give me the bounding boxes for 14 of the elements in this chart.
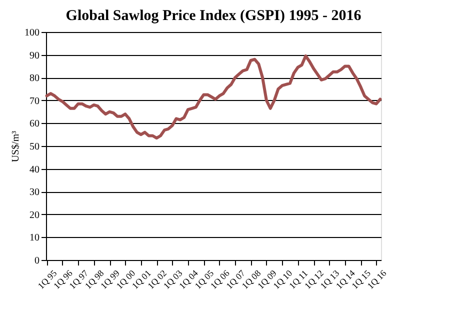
y-tick-label: 100 <box>24 28 40 38</box>
y-tick-label: 40 <box>30 164 40 176</box>
y-tick-label: 70 <box>30 96 40 107</box>
y-tick-label: 20 <box>30 210 40 221</box>
y-tick-label: 60 <box>30 118 40 130</box>
y-tick-label: 10 <box>30 232 40 244</box>
y-tick-label: 90 <box>30 50 40 62</box>
y-tick-label: 50 <box>30 142 40 152</box>
line-series <box>45 54 382 140</box>
y-tick-label: 0 <box>34 256 40 266</box>
y-axis-title: US$/m³ <box>10 130 22 162</box>
chart-title: Global Sawlog Price Index (GSPI) 1995 - 2016 <box>66 8 362 24</box>
y-tick-label: 80 <box>30 73 40 84</box>
y-tick-label: 30 <box>30 187 40 198</box>
